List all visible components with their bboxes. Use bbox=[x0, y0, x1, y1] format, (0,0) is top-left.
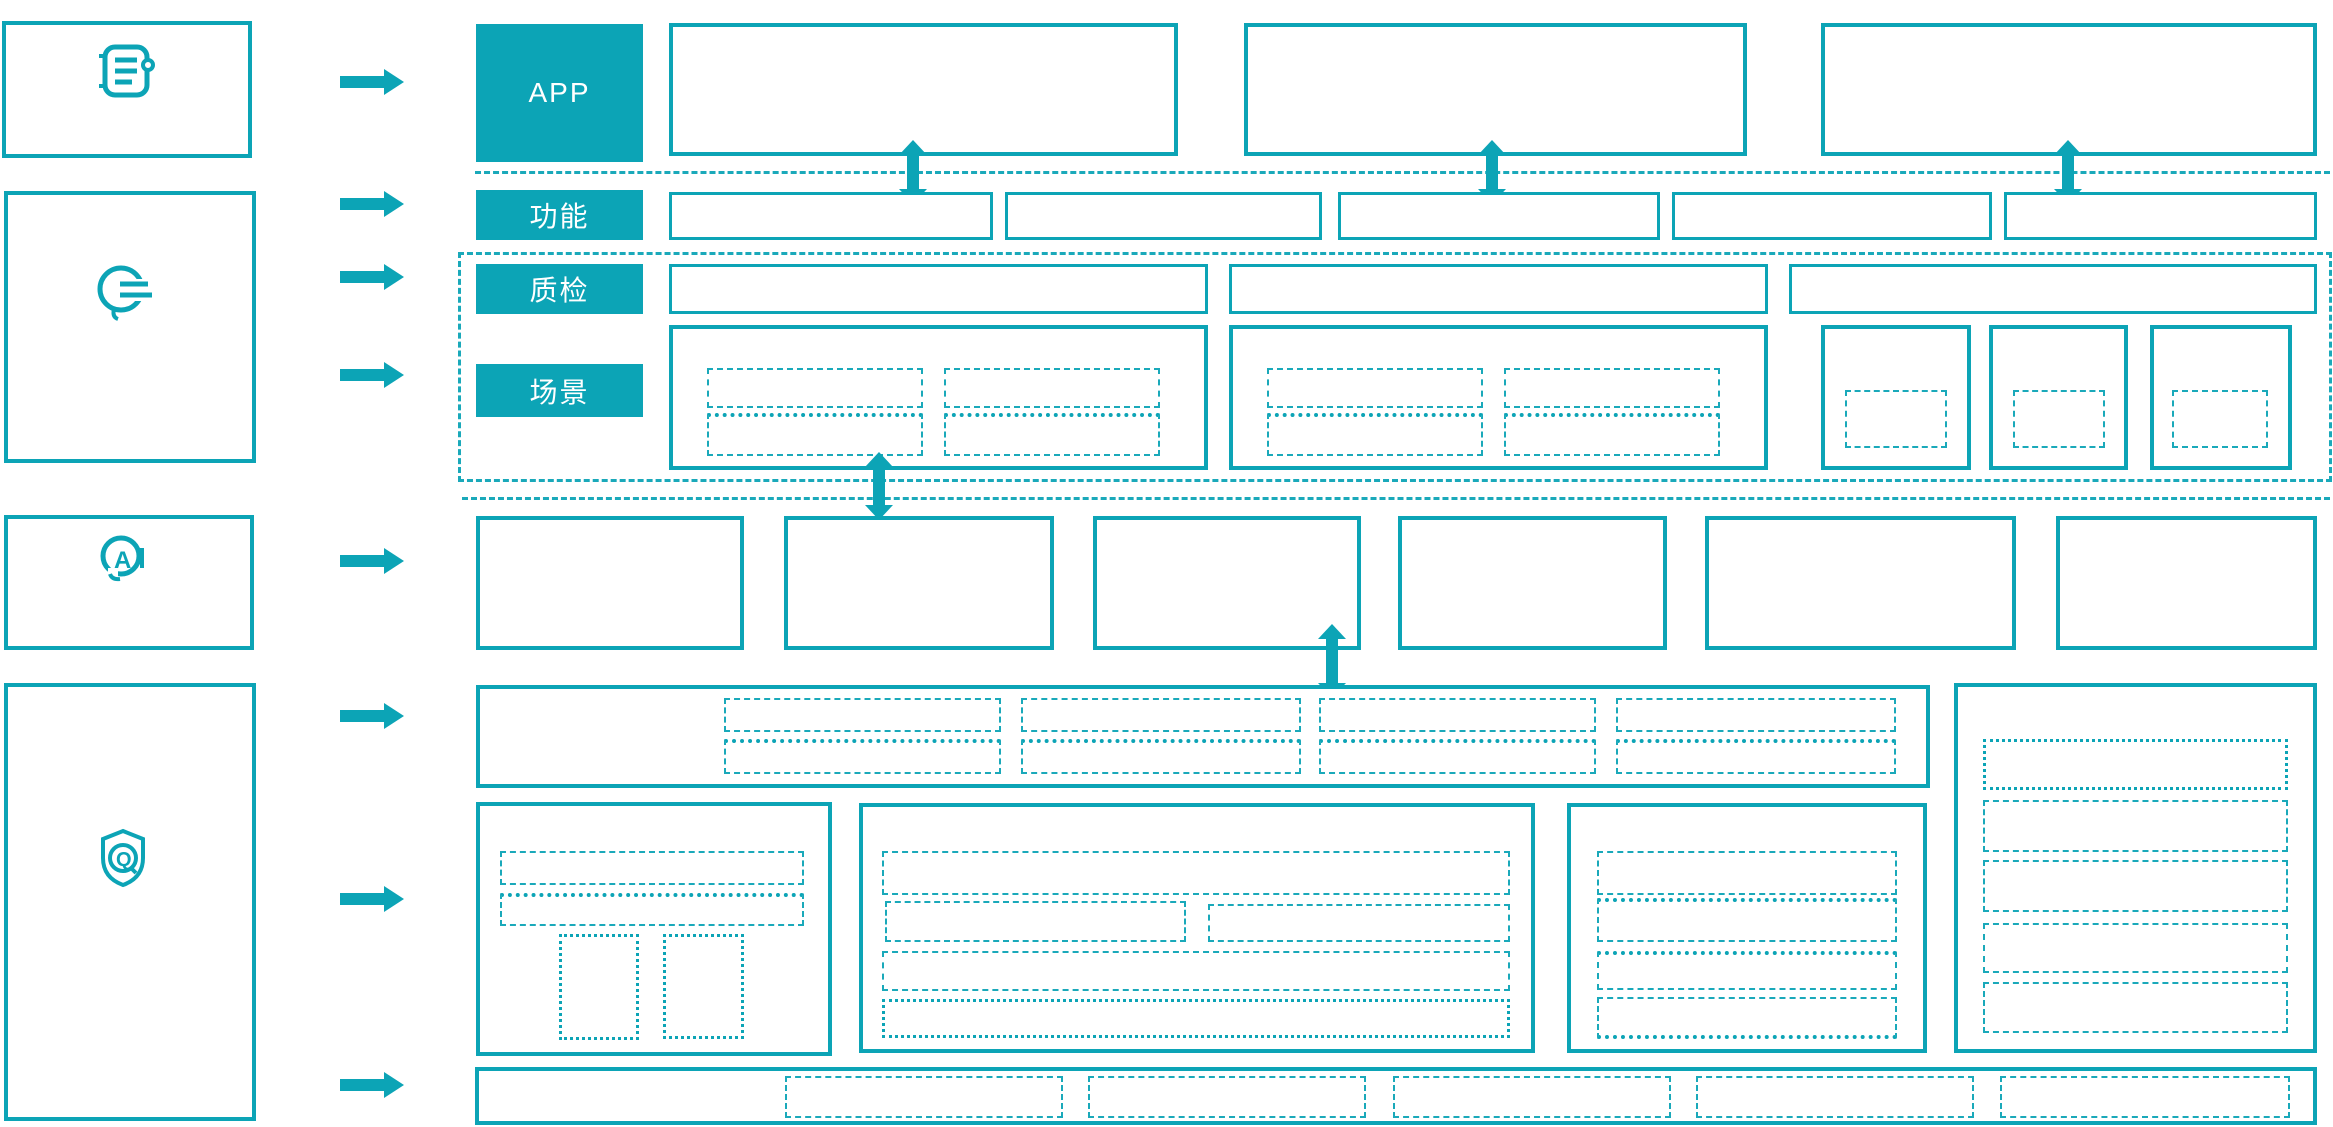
arrow-right-feature bbox=[340, 191, 404, 217]
scene-slot bbox=[2172, 390, 2268, 448]
arrow-right-engine bbox=[340, 548, 404, 574]
model-slot bbox=[1616, 739, 1896, 774]
model-slot bbox=[1319, 739, 1596, 774]
base-slot bbox=[2000, 1076, 2290, 1118]
base-slot bbox=[1088, 1076, 1366, 1118]
platform-slot bbox=[1208, 904, 1510, 942]
svg-text:A: A bbox=[114, 547, 131, 574]
ai-assistant-head-icon: A bbox=[100, 530, 148, 590]
scene-slot bbox=[1845, 390, 1947, 448]
quality-scene-dashed-container bbox=[458, 252, 2332, 482]
app-box-2 bbox=[1244, 23, 1747, 156]
model-slot bbox=[724, 698, 1001, 732]
stack-slot bbox=[1983, 800, 2288, 852]
platform-slot bbox=[885, 901, 1186, 942]
scene-slot bbox=[944, 413, 1160, 456]
arrow-right-base bbox=[340, 1072, 404, 1098]
left-box-agent bbox=[4, 191, 256, 463]
platform-slot bbox=[1597, 898, 1897, 942]
arrow-right-platform bbox=[340, 886, 404, 912]
platform-box-3 bbox=[1567, 803, 1927, 1053]
feature-label-box: 功能 bbox=[476, 190, 643, 240]
platform-box-1 bbox=[476, 802, 832, 1056]
quality-shield-q-icon: Q bbox=[99, 828, 147, 888]
feature-box-1 bbox=[669, 192, 993, 240]
app-box-1 bbox=[669, 23, 1178, 156]
arrow-right-app bbox=[340, 69, 404, 95]
engine-box-1 bbox=[476, 516, 744, 650]
scene-slot bbox=[1504, 368, 1720, 408]
stack-slot bbox=[1983, 923, 2288, 973]
model-slot bbox=[1616, 698, 1896, 732]
quality-box-2 bbox=[1229, 264, 1768, 314]
platform-box-2 bbox=[859, 803, 1535, 1053]
platform-slot bbox=[882, 999, 1510, 1038]
feature-box-2 bbox=[1005, 192, 1322, 240]
quality-box-3 bbox=[1789, 264, 2317, 314]
scene-slot bbox=[707, 368, 923, 408]
platform-slot bbox=[500, 893, 804, 926]
feature-box-3 bbox=[1338, 192, 1660, 240]
model-slot bbox=[724, 739, 1001, 774]
arrow-right-model bbox=[340, 703, 404, 729]
stack-slot bbox=[1983, 982, 2288, 1033]
engine-box-4 bbox=[1398, 516, 1667, 650]
base-slot bbox=[1393, 1076, 1671, 1118]
platform-slot bbox=[663, 934, 744, 1039]
left-box-quality bbox=[4, 683, 256, 1121]
engine-box-2 bbox=[784, 516, 1054, 650]
feature-box-5 bbox=[2004, 192, 2317, 240]
model-wide-box bbox=[476, 685, 1930, 788]
arrow-right-scene bbox=[340, 362, 404, 388]
right-stack-box bbox=[1954, 683, 2317, 1053]
platform-slot bbox=[882, 951, 1510, 991]
platform-slot bbox=[559, 934, 639, 1040]
svg-text:Q: Q bbox=[116, 849, 132, 871]
base-slot bbox=[1696, 1076, 1974, 1118]
model-slot bbox=[1319, 698, 1596, 732]
platform-slot bbox=[882, 851, 1510, 895]
dashed-divider-top bbox=[475, 171, 2330, 174]
scene-slot bbox=[944, 368, 1160, 408]
stack-slot bbox=[1983, 860, 2288, 912]
scene-label-box: 场景 bbox=[476, 364, 643, 417]
stack-slot bbox=[1983, 739, 2288, 790]
scene-slot bbox=[707, 413, 923, 456]
scene-box-1 bbox=[669, 325, 1208, 470]
app-label-box: APP bbox=[476, 24, 643, 162]
scene-slot bbox=[1504, 413, 1720, 456]
feature-box-4 bbox=[1672, 192, 1992, 240]
engine-box-5 bbox=[1705, 516, 2016, 650]
platform-slot bbox=[1597, 851, 1897, 895]
arrow-right-quality bbox=[340, 264, 404, 290]
scene-slot bbox=[1267, 368, 1483, 408]
customer-service-chat-icon bbox=[96, 262, 154, 322]
updown-arrow-scene-engine bbox=[865, 452, 893, 520]
quality-box-1 bbox=[669, 264, 1208, 314]
model-slot bbox=[1021, 698, 1301, 732]
scene-box-2 bbox=[1229, 325, 1768, 470]
model-slot bbox=[1021, 739, 1301, 774]
app-box-3 bbox=[1821, 23, 2317, 156]
platform-slot bbox=[1597, 997, 1897, 1039]
scene-slot bbox=[1267, 413, 1483, 456]
engine-box-6 bbox=[2056, 516, 2317, 650]
dashed-divider-middle bbox=[462, 497, 2330, 500]
quality-label-box: 质检 bbox=[476, 264, 643, 314]
base-slot bbox=[785, 1076, 1063, 1118]
device-log-list-icon bbox=[96, 44, 156, 100]
scene-slot bbox=[2013, 390, 2105, 448]
platform-slot bbox=[1597, 951, 1897, 990]
platform-slot bbox=[500, 851, 804, 885]
engine-box-3 bbox=[1093, 516, 1361, 650]
left-box-device bbox=[2, 21, 252, 158]
